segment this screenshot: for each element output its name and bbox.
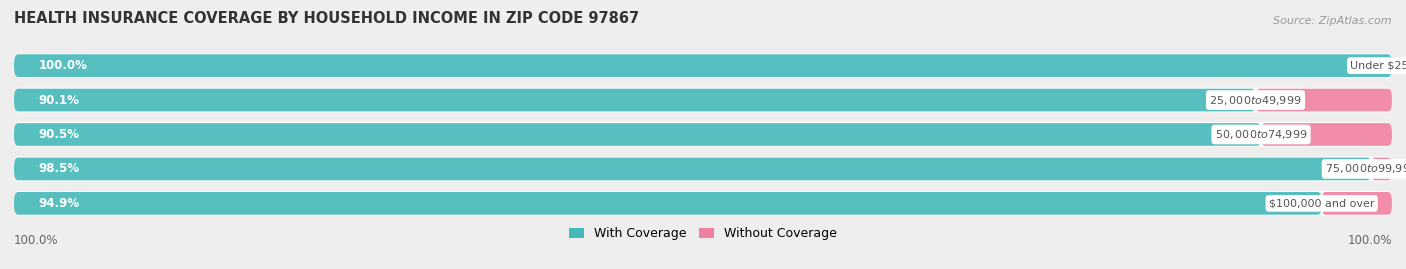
FancyBboxPatch shape	[14, 191, 1392, 216]
Text: 100.0%: 100.0%	[39, 59, 87, 72]
Text: 90.5%: 90.5%	[39, 128, 80, 141]
FancyBboxPatch shape	[14, 158, 1371, 180]
FancyBboxPatch shape	[1371, 158, 1392, 180]
Text: 90.1%: 90.1%	[39, 94, 80, 107]
Text: $75,000 to $99,999: $75,000 to $99,999	[1324, 162, 1406, 175]
FancyBboxPatch shape	[14, 88, 1392, 112]
Text: HEALTH INSURANCE COVERAGE BY HOUSEHOLD INCOME IN ZIP CODE 97867: HEALTH INSURANCE COVERAGE BY HOUSEHOLD I…	[14, 11, 640, 26]
FancyBboxPatch shape	[1322, 192, 1392, 215]
Text: 100.0%: 100.0%	[14, 234, 59, 247]
Legend: With Coverage, Without Coverage: With Coverage, Without Coverage	[564, 222, 842, 245]
FancyBboxPatch shape	[1261, 123, 1392, 146]
FancyBboxPatch shape	[1256, 89, 1392, 111]
Text: Under $25,000: Under $25,000	[1350, 61, 1406, 71]
Text: $100,000 and over: $100,000 and over	[1270, 198, 1375, 208]
FancyBboxPatch shape	[14, 53, 1392, 78]
FancyBboxPatch shape	[14, 157, 1392, 181]
Text: 100.0%: 100.0%	[1347, 234, 1392, 247]
FancyBboxPatch shape	[14, 123, 1261, 146]
FancyBboxPatch shape	[14, 54, 1392, 77]
FancyBboxPatch shape	[14, 89, 1256, 111]
Text: Source: ZipAtlas.com: Source: ZipAtlas.com	[1274, 16, 1392, 26]
FancyBboxPatch shape	[14, 122, 1392, 147]
FancyBboxPatch shape	[14, 192, 1322, 215]
Text: 98.5%: 98.5%	[39, 162, 80, 175]
Text: 94.9%: 94.9%	[39, 197, 80, 210]
Text: $25,000 to $49,999: $25,000 to $49,999	[1209, 94, 1302, 107]
Text: $50,000 to $74,999: $50,000 to $74,999	[1215, 128, 1308, 141]
